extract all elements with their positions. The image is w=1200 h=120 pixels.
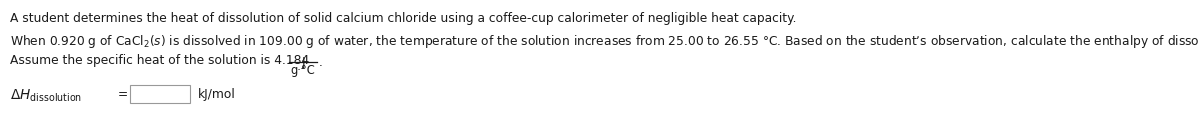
Text: A student determines the heat of dissolution of solid calcium chloride using a c: A student determines the heat of dissolu… — [10, 12, 797, 25]
FancyBboxPatch shape — [130, 85, 190, 103]
Text: J: J — [301, 56, 305, 69]
Text: g·°C: g·°C — [290, 64, 316, 77]
Text: kJ/mol: kJ/mol — [198, 88, 235, 101]
Text: Assume the specific heat of the solution is 4.184: Assume the specific heat of the solution… — [10, 54, 310, 67]
Text: =: = — [118, 88, 128, 101]
Text: .: . — [319, 56, 323, 69]
Text: When 0.920 g of CaCl$_2$($s$) is dissolved in 109.00 g of water, the temperature: When 0.920 g of CaCl$_2$($s$) is dissolv… — [10, 33, 1200, 50]
Text: $\Delta H_{\mathrm{dissolution}}$: $\Delta H_{\mathrm{dissolution}}$ — [10, 88, 83, 104]
